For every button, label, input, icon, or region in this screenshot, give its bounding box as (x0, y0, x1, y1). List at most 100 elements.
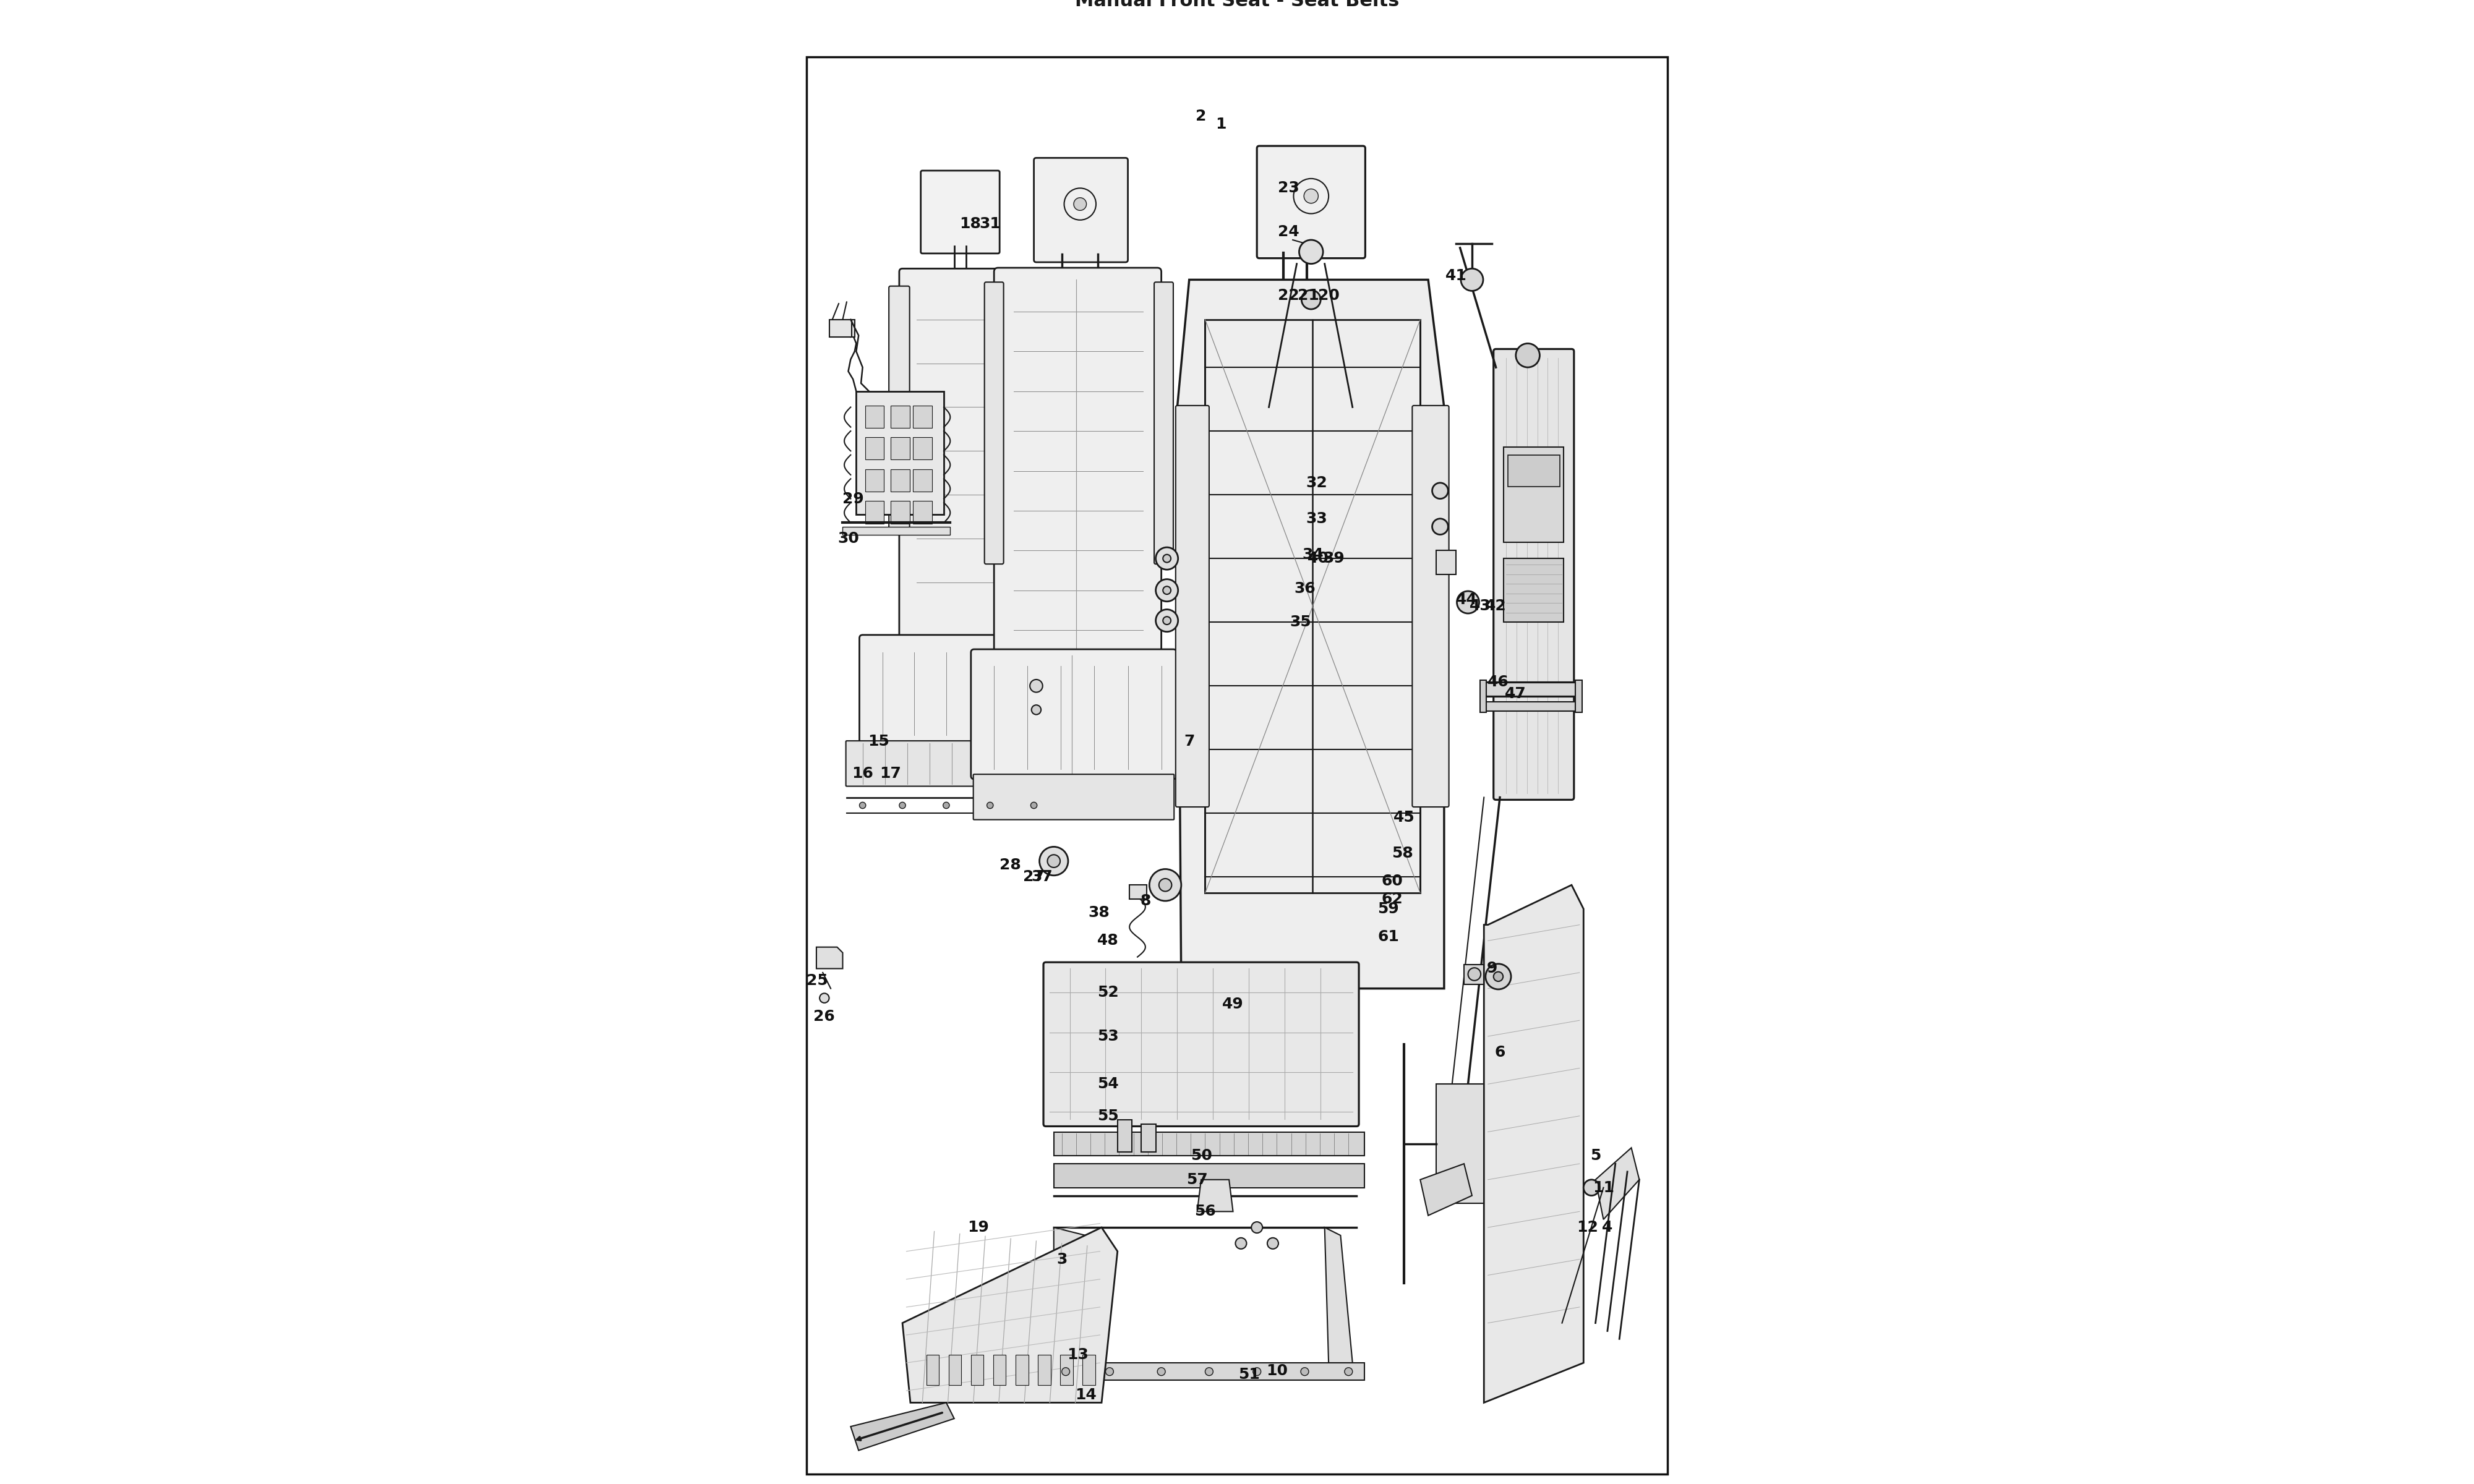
Text: 55: 55 (1096, 1109, 1118, 1123)
Circle shape (1304, 188, 1319, 203)
Text: 32: 32 (1306, 475, 1329, 490)
Bar (1039, 1355, 1051, 1385)
Bar (891, 438, 910, 460)
Circle shape (1494, 972, 1504, 981)
Text: 44: 44 (1455, 592, 1477, 607)
Circle shape (1457, 591, 1479, 613)
Circle shape (1252, 1368, 1262, 1376)
Bar (1205, 319, 1420, 893)
Text: 13: 13 (1066, 1347, 1089, 1362)
Bar (925, 1355, 940, 1385)
FancyBboxPatch shape (995, 267, 1160, 657)
FancyBboxPatch shape (985, 282, 1004, 564)
Polygon shape (1324, 1227, 1353, 1362)
Bar (1507, 456, 1559, 487)
Text: 18: 18 (960, 217, 980, 232)
Bar (1504, 558, 1564, 622)
Circle shape (1235, 1238, 1247, 1250)
Text: 53: 53 (1096, 1028, 1118, 1043)
Bar (1482, 702, 1578, 711)
Text: 28: 28 (999, 858, 1022, 873)
FancyBboxPatch shape (846, 741, 1061, 787)
Bar (891, 469, 910, 491)
Text: 25: 25 (807, 974, 829, 988)
Circle shape (1163, 555, 1170, 562)
Bar (831, 319, 854, 337)
Text: 58: 58 (1393, 846, 1413, 861)
FancyBboxPatch shape (972, 775, 1175, 819)
Circle shape (1294, 178, 1329, 214)
FancyBboxPatch shape (970, 650, 1178, 779)
Circle shape (1032, 705, 1042, 715)
Text: 35: 35 (1289, 614, 1311, 629)
Text: 52: 52 (1096, 985, 1118, 1000)
Text: 59: 59 (1378, 901, 1400, 916)
Text: 57: 57 (1188, 1172, 1207, 1187)
Bar (1141, 1123, 1155, 1152)
Bar (844, 527, 950, 534)
Text: 24: 24 (1279, 224, 1299, 239)
Text: 31: 31 (980, 217, 1002, 232)
Text: 6: 6 (1494, 1045, 1504, 1060)
Text: 48: 48 (1096, 933, 1118, 948)
Text: 20: 20 (1319, 288, 1338, 303)
Text: 29: 29 (841, 491, 863, 506)
FancyBboxPatch shape (1257, 145, 1366, 258)
Bar (948, 1355, 962, 1385)
Text: 22: 22 (1279, 288, 1299, 303)
Text: 37: 37 (1032, 870, 1051, 884)
Polygon shape (816, 947, 844, 969)
Bar (1504, 447, 1564, 543)
Circle shape (1432, 518, 1447, 534)
Circle shape (1155, 579, 1178, 601)
Text: Manual Front Seat - Seat Belts: Manual Front Seat - Seat Belts (1074, 0, 1400, 10)
Text: 54: 54 (1096, 1077, 1118, 1092)
Text: 10: 10 (1267, 1364, 1286, 1379)
Text: 17: 17 (881, 766, 901, 781)
Bar (913, 502, 933, 524)
Text: 7: 7 (1185, 735, 1195, 749)
FancyBboxPatch shape (1175, 405, 1210, 807)
FancyBboxPatch shape (1155, 282, 1173, 564)
Bar (1465, 965, 1484, 984)
Circle shape (1301, 289, 1321, 309)
FancyBboxPatch shape (1034, 157, 1128, 263)
Polygon shape (1484, 884, 1583, 1402)
Circle shape (1484, 963, 1512, 990)
Text: 26: 26 (814, 1009, 836, 1024)
Text: 50: 50 (1190, 1149, 1212, 1163)
Bar (891, 405, 910, 427)
Text: 19: 19 (967, 1220, 990, 1235)
FancyBboxPatch shape (920, 171, 999, 254)
Text: 47: 47 (1504, 687, 1526, 702)
Circle shape (1267, 1238, 1279, 1250)
FancyBboxPatch shape (1044, 962, 1358, 1126)
Bar (913, 438, 933, 460)
Circle shape (898, 803, 905, 809)
Circle shape (1029, 680, 1042, 692)
Circle shape (1163, 586, 1170, 594)
Text: 33: 33 (1306, 510, 1329, 525)
Bar (866, 502, 883, 524)
Polygon shape (851, 1402, 955, 1450)
Circle shape (1205, 1368, 1212, 1376)
Text: 16: 16 (851, 766, 873, 781)
Text: 1: 1 (1215, 117, 1227, 132)
Polygon shape (1054, 1227, 1086, 1362)
Text: 15: 15 (868, 735, 888, 749)
Bar (992, 1355, 1007, 1385)
Text: 49: 49 (1222, 997, 1244, 1012)
Bar (1014, 1355, 1029, 1385)
Circle shape (1163, 616, 1170, 625)
FancyBboxPatch shape (1413, 405, 1450, 807)
Text: 61: 61 (1378, 929, 1400, 944)
Text: 56: 56 (1195, 1204, 1215, 1218)
Polygon shape (1420, 1163, 1472, 1215)
Circle shape (1467, 968, 1482, 981)
Bar (856, 392, 945, 515)
Circle shape (1061, 1368, 1069, 1376)
Bar (1054, 1163, 1366, 1187)
Bar (1435, 1085, 1484, 1204)
Text: 40: 40 (1306, 551, 1329, 565)
Bar (1061, 1355, 1074, 1385)
